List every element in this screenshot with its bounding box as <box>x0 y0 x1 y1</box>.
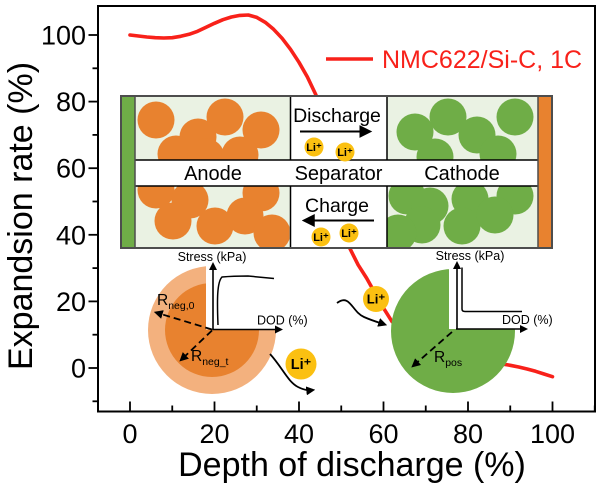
radius-base: R <box>157 292 168 309</box>
li-ion-circle <box>285 348 317 380</box>
y-tick-label: 60 <box>56 154 86 184</box>
radius-pos-arrow <box>411 331 453 368</box>
li-ion-text: Li⁺ <box>341 228 357 240</box>
radius-base: R <box>191 348 202 365</box>
anode-particle <box>206 98 244 136</box>
radius-sub: pos <box>445 357 462 369</box>
li-ion-circle <box>339 223 359 243</box>
y-axis-title: Expandsion rate (%) <box>2 62 40 370</box>
radius-time-label: Rneg_t <box>191 348 229 368</box>
li-ion-circle <box>363 286 389 312</box>
cathode-particle <box>396 113 434 151</box>
legend-label: NMC622/Si-C, 1C <box>382 46 582 74</box>
anode-particle <box>226 197 264 235</box>
battery-border <box>120 95 553 249</box>
anode-particle <box>242 111 280 149</box>
charge-label: Charge <box>305 195 369 217</box>
li-ion-text: Li⁺ <box>306 142 322 154</box>
li-ion-badge: Li⁺ <box>285 348 317 380</box>
y-tick-label: 20 <box>56 287 86 317</box>
x-axis-title: Depth of discharge (%) <box>178 446 526 484</box>
anode-particle <box>154 202 192 240</box>
li-ion-out-arrow <box>269 353 316 396</box>
cathode-particle-inset: Stress (kPa) DOD (%) Rpos Li⁺ <box>336 249 553 393</box>
stress-axis-label: Stress (kPa) <box>436 249 505 263</box>
discharge-label: Discharge <box>293 105 381 127</box>
battery-schematic: Anode Separator Cathode Discharge Li⁺ Li… <box>120 95 553 249</box>
radius-pos-label: Rpos <box>434 349 462 369</box>
mini-plot-panel <box>206 250 300 330</box>
stress-axis-label: Stress (kPa) <box>178 250 247 264</box>
axis-ticks: 0 20 40 60 80 100 0 20 40 60 80 100 <box>41 21 596 449</box>
cathode-particle <box>443 207 481 245</box>
li-ion-in-arrow <box>336 299 388 327</box>
li-ion-circle <box>335 142 355 162</box>
x-tick-label: 20 <box>199 419 229 449</box>
li-ion-text: Li⁺ <box>313 232 329 244</box>
cathode-particle <box>387 214 417 247</box>
li-ion-text: Li⁺ <box>291 357 312 373</box>
li-ion-text: Li⁺ <box>367 292 386 307</box>
separator-label: Separator <box>295 163 383 185</box>
left-current-collector <box>120 95 136 249</box>
x-tick-label: 80 <box>453 419 483 449</box>
x-tick-label: 0 <box>122 419 137 449</box>
li-ion-badge: Li⁺ <box>335 142 355 162</box>
x-tick-label: 40 <box>284 419 314 449</box>
legend: NMC622/Si-C, 1C <box>326 46 582 74</box>
radius-time-arrow <box>179 329 213 362</box>
li-ion-badge: Li⁺ <box>311 227 331 247</box>
cathode-label: Cathode <box>424 163 500 185</box>
anode-particle <box>253 214 290 247</box>
anode-stress-curve <box>216 275 275 326</box>
radius-initial-label: Rneg,0 <box>157 292 195 312</box>
y-tick-label: 0 <box>71 354 86 384</box>
anode-particles <box>137 98 290 247</box>
anode-label: Anode <box>184 163 242 185</box>
li-ion-badge: Li⁺ <box>339 223 359 243</box>
radius-sub: neg,0 <box>168 300 194 312</box>
y-tick-label: 40 <box>56 220 86 250</box>
anode-particle <box>137 101 175 139</box>
x-tick-label: 60 <box>368 419 398 449</box>
li-ion-circle <box>304 137 324 157</box>
cathode-particle <box>476 196 514 234</box>
li-ion-badge: Li⁺ <box>363 286 389 312</box>
mini-plot-panel <box>449 250 545 329</box>
cathode-particle <box>496 98 534 136</box>
y-tick-label: 80 <box>56 87 86 117</box>
li-ion-text: Li⁺ <box>337 147 353 159</box>
li-ion-circle <box>311 227 331 247</box>
cathode-particle <box>429 98 467 136</box>
y-tick-label: 100 <box>41 21 86 51</box>
anode-particle <box>196 207 234 245</box>
li-ion-badge: Li⁺ <box>304 137 324 157</box>
radius-base: R <box>434 349 445 366</box>
radius-sub: neg_t <box>202 356 228 368</box>
x-tick-label: 100 <box>530 419 575 449</box>
cathode-stress-curve <box>461 267 522 313</box>
dod-axis-label: DOD (%) <box>502 313 553 327</box>
dod-axis-label: DOD (%) <box>257 314 308 328</box>
right-current-collector <box>537 95 553 249</box>
anode-particle-inset: Stress (kPa) DOD (%) Rneg,0 Rneg_t Li⁺ <box>148 250 317 396</box>
electrode-label-band <box>120 159 553 187</box>
radius-initial-arrow <box>153 310 213 331</box>
